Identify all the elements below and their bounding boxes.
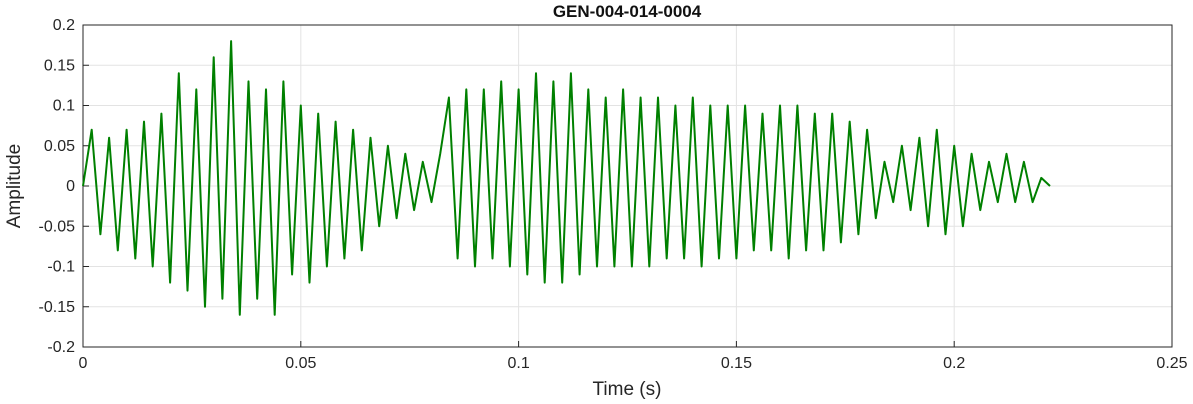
x-tick-label: 0.1 — [507, 355, 529, 372]
y-tick-label: 0.05 — [44, 138, 75, 155]
x-tick-label: 0.25 — [1156, 355, 1187, 372]
x-tick-label: 0.2 — [943, 355, 965, 372]
series-line — [82, 40, 1051, 316]
series-layer — [82, 40, 1051, 316]
x-tick-label: 0.15 — [721, 355, 752, 372]
chart-title: GEN-004-014-0004 — [553, 2, 702, 21]
y-tick-label: -0.05 — [39, 218, 76, 235]
y-tick-label: -0.2 — [47, 339, 75, 356]
x-tick-label: 0 — [79, 355, 88, 372]
y-tick-label: 0.1 — [53, 98, 75, 115]
y-tick-label: 0.2 — [53, 17, 75, 34]
x-axis-label: Time (s) — [593, 379, 662, 400]
y-tick-label: -0.15 — [39, 299, 76, 316]
y-tick-label: 0 — [66, 178, 75, 195]
x-axis: 0 0.05 0.1 0.15 0.2 0.25 — [79, 341, 1188, 372]
x-tick-label: 0.05 — [285, 355, 316, 372]
y-axis-label: Amplitude — [4, 144, 25, 229]
y-tick-label: 0.15 — [44, 57, 75, 74]
y-tick-label: -0.1 — [47, 259, 75, 276]
y-axis: 0.2 0.15 0.1 0.05 0 -0.05 -0.1 -0.15 -0.2 — [39, 17, 89, 356]
